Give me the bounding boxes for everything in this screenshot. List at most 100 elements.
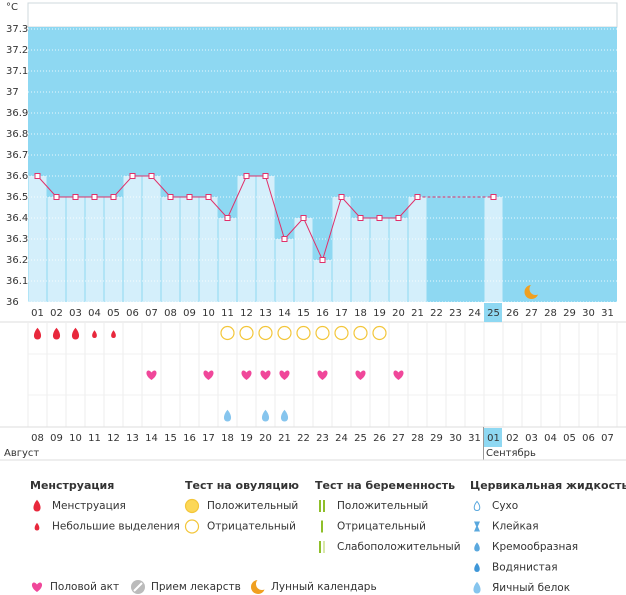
legend-icon (474, 562, 480, 572)
ovulation-icon (296, 325, 311, 341)
x-tick-label: 06 (126, 308, 139, 319)
x-tick-label: 22 (430, 308, 443, 319)
legend-label: Менструация (52, 500, 126, 512)
heart-icon (260, 370, 271, 380)
legend-label: Прием лекарств (151, 581, 241, 593)
bar (161, 197, 180, 302)
date-label: 10 (69, 433, 82, 444)
egg-white-icon (280, 409, 289, 422)
ovulation-icon (258, 325, 273, 341)
date-label: 31 (468, 433, 481, 444)
y-tick-label: 36.8 (6, 129, 28, 140)
y-tick-label: 36.7 (6, 150, 28, 161)
date-label: 14 (145, 433, 158, 444)
legend-icon (34, 522, 40, 531)
x-tick-label: 13 (259, 308, 272, 319)
temperature-point (243, 173, 250, 179)
menstruation-icon (52, 327, 61, 340)
bar (47, 197, 66, 302)
y-tick-label: 36.1 (6, 276, 28, 287)
heart-icon (241, 370, 252, 380)
bar (85, 197, 104, 302)
ovulation-icon (239, 325, 254, 341)
heart-icon (203, 370, 214, 380)
date-label: 02 (506, 433, 519, 444)
bar (408, 197, 427, 302)
date-label: 30 (449, 433, 462, 444)
egg-white-icon (223, 409, 232, 422)
moon-shadow (529, 283, 542, 295)
x-tick-label: 07 (145, 308, 158, 319)
legend-icon (474, 521, 480, 532)
legend-label: Клейкая (492, 521, 539, 533)
legend-label: Половой акт (50, 581, 119, 593)
legend-title: Цервикальная жидкость (470, 479, 626, 492)
x-tick-label: 27 (525, 308, 538, 319)
y-tick-label: 36.6 (6, 171, 28, 182)
temperature-point (281, 236, 288, 242)
heart-icon (317, 370, 328, 380)
date-label: 20 (259, 433, 272, 444)
x-tick-label: 28 (544, 308, 557, 319)
legend-label: Лунный календарь (271, 581, 377, 593)
temperature-point (395, 215, 402, 221)
date-label: 25 (354, 433, 367, 444)
moon-shadow (256, 578, 268, 590)
x-tick-label: 12 (240, 308, 253, 319)
y-tick-label: 37 (6, 87, 19, 98)
date-label: 11 (88, 433, 101, 444)
legend-icon (323, 541, 325, 553)
menstruation-icon (71, 327, 80, 340)
bar (332, 197, 351, 302)
legend-icon (323, 500, 325, 512)
date-label: 12 (107, 433, 120, 444)
bar (275, 239, 294, 302)
temperature-point (319, 257, 326, 263)
bar (351, 218, 370, 302)
x-tick-label: 24 (468, 308, 481, 319)
ovulation-icon (315, 325, 330, 341)
legend-icon (473, 500, 481, 512)
date-label: 22 (297, 433, 310, 444)
date-label: 01 (487, 433, 500, 444)
date-label: 04 (544, 433, 557, 444)
temperature-point (148, 173, 155, 179)
legend-label: Отрицательный (337, 521, 426, 533)
x-tick-label: 05 (107, 308, 120, 319)
bar (199, 197, 218, 302)
temperature-point (376, 215, 383, 221)
temperature-point (357, 215, 364, 221)
legend-icon (33, 499, 41, 512)
temperature-point (224, 215, 231, 221)
x-tick-label: 29 (563, 308, 576, 319)
bar (123, 176, 142, 302)
date-label: 15 (164, 433, 177, 444)
date-label: 09 (50, 433, 63, 444)
y-axis-label: °C (6, 2, 18, 13)
x-tick-label: 26 (506, 308, 519, 319)
x-tick-label: 02 (50, 308, 63, 319)
menstruation-icon (33, 327, 42, 340)
x-tick-label: 17 (335, 308, 348, 319)
date-label: 13 (126, 433, 139, 444)
heart-icon (279, 370, 290, 380)
x-tick-label: 20 (392, 308, 405, 319)
date-label: 24 (335, 433, 348, 444)
x-tick-label: 10 (202, 308, 215, 319)
temperature-point (186, 194, 193, 200)
temperature-point (91, 194, 98, 200)
temperature-point (72, 194, 79, 200)
heart-icon (355, 370, 366, 380)
date-label: 21 (278, 433, 291, 444)
bar (66, 197, 85, 302)
date-label: 28 (411, 433, 424, 444)
temperature-point (110, 194, 117, 200)
legend-label: Водянистая (492, 562, 558, 574)
date-label: 17 (202, 433, 215, 444)
bar (294, 218, 313, 302)
x-tick-label: 31 (601, 308, 614, 319)
legend-label: Положительный (207, 500, 298, 512)
temperature-point (53, 194, 60, 200)
highlight (484, 428, 502, 447)
